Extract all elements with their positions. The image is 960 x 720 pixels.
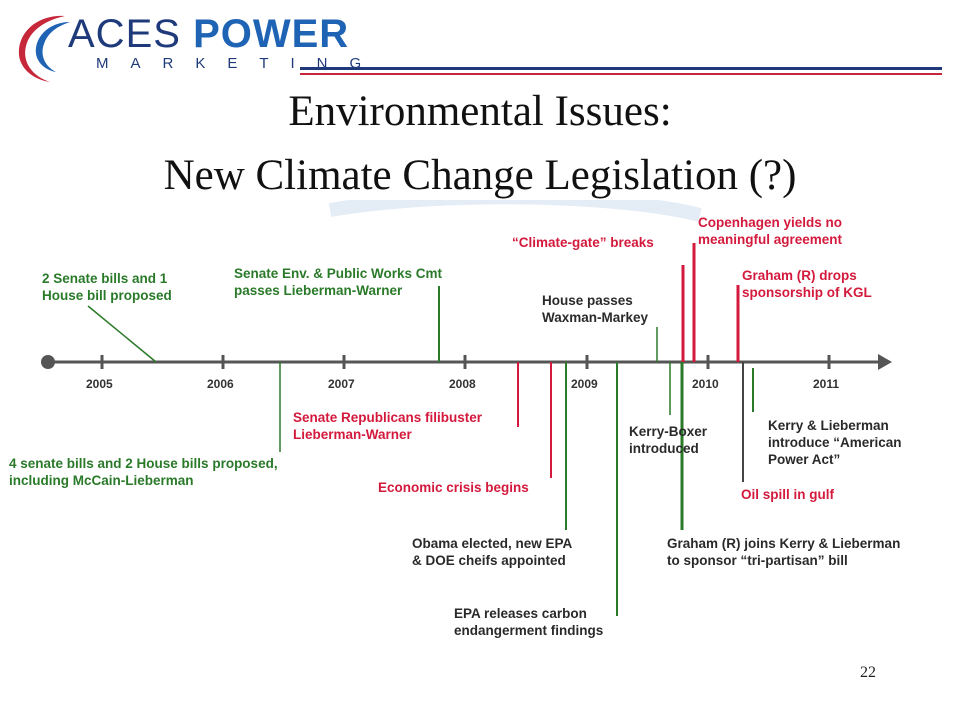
year-label-2009: 2009	[571, 377, 598, 391]
header-rule-red	[300, 73, 942, 75]
event-economic-crisis: Economic crisis begins	[378, 480, 529, 495]
year-label-2007: 2007	[328, 377, 355, 391]
logo-wordmark: ACES POWER	[68, 12, 350, 56]
event-graham-joins: Graham (R) joins Kerry & Lieberman to spo…	[667, 536, 901, 568]
timeline-diagram	[41, 200, 892, 616]
event-senate-bills-2005: 2 Senate bills and 1 House bill proposed	[42, 271, 172, 303]
event-climategate: “Climate-gate” breaks	[512, 235, 654, 250]
year-label-2006: 2006	[207, 377, 234, 391]
slide-title-line1: Environmental Issues:	[288, 88, 672, 135]
slide-title-line2: New Climate Change Legislation (?)	[163, 152, 797, 199]
event-graham-drops: Graham (R) drops sponsorship of KGL	[742, 268, 872, 300]
event-epw-passes: Senate Env. & Public Works Cmt passes Lie…	[234, 266, 443, 298]
event-oil-spill: Oil spill in gulf	[741, 487, 834, 502]
event-copenhagen: Copenhagen yields no meaningful agreement	[698, 215, 843, 247]
event-senate-bills-2007: 4 senate bills and 2 House bills propose…	[9, 456, 278, 488]
year-label-2005: 2005	[86, 377, 113, 391]
event-house-passes: House passes Waxman-Markey	[542, 293, 649, 325]
logo-tagline: MARKETING	[96, 55, 384, 72]
year-label-2011: 2011	[813, 377, 840, 391]
logo-swoosh-icon	[18, 15, 70, 83]
event-filibuster: Senate Republicans filibuster Lieberman-W…	[293, 410, 483, 442]
background-swoosh	[328, 200, 702, 222]
event-american-power-act: Kerry & Lieberman introduce “American Pow…	[768, 418, 902, 467]
event-kerry-boxer: Kerry-Boxer introduced	[629, 424, 708, 456]
timeline-arrowhead	[878, 354, 892, 370]
header-rule-blue	[300, 67, 942, 70]
event-obama-elected: Obama elected, new EPA & DOE cheifs appoi…	[412, 536, 573, 568]
company-logo: ACES POWER MARKETING	[10, 8, 370, 88]
year-label-2008: 2008	[449, 377, 476, 391]
page-number: 22	[860, 664, 876, 681]
connector-e1	[87, 305, 157, 363]
event-epa-findings: EPA releases carbon endangerment findings	[454, 606, 604, 638]
year-label-2010: 2010	[692, 377, 719, 391]
